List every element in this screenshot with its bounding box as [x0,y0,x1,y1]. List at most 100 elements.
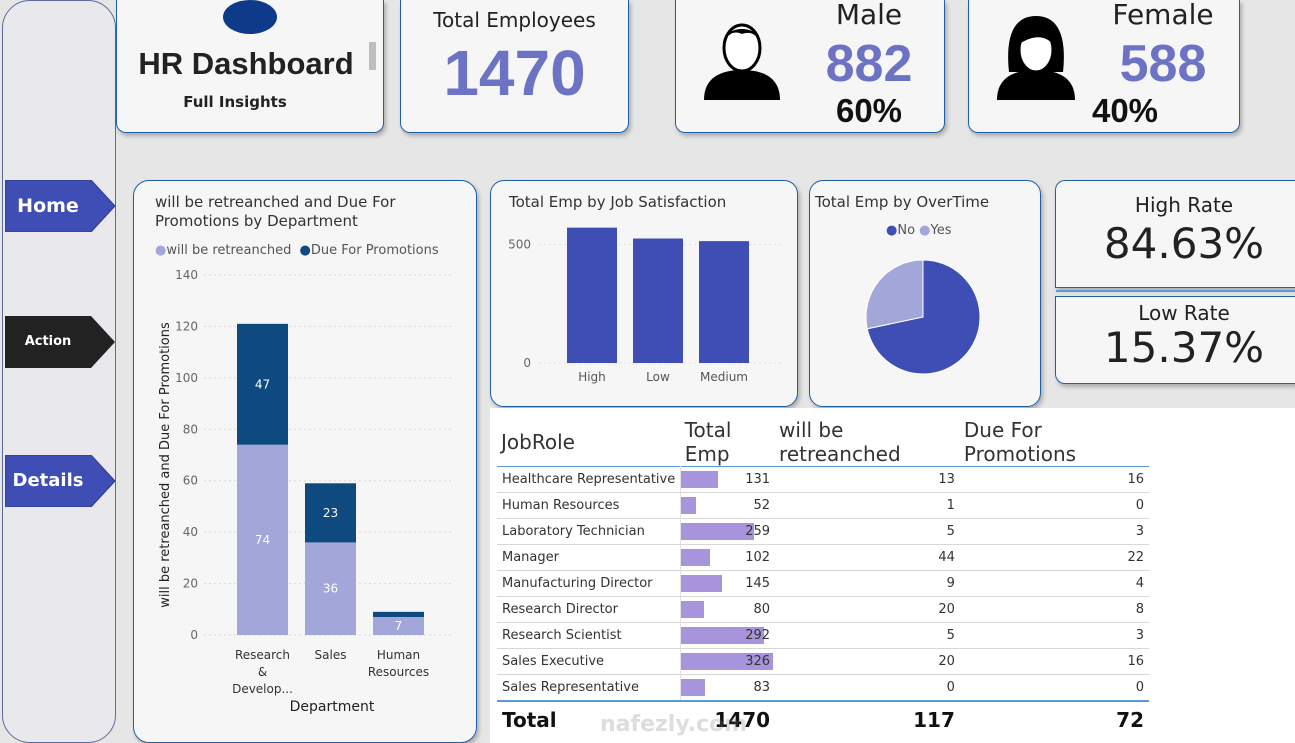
dept-bar-0-0[interactable] [237,444,288,635]
kpi-female: Female 588 40% [968,0,1240,133]
js-bar-0[interactable] [567,227,617,363]
total-emp-value: 83 [753,680,771,695]
total-emp-databar [681,653,774,670]
total-emp-cell: 52 [680,492,776,519]
kpi-male-value: 882 [825,35,913,93]
dept-ytick-4: 80 [183,422,198,436]
total-emp-databar [681,523,755,540]
table-row[interactable]: Research Director 80 20 8 [497,596,1149,623]
js-xtick-1: Low [646,370,670,384]
dept-bar-2-1[interactable] [373,611,424,617]
kpi-total-value: 1470 [443,37,586,109]
nav-action-button[interactable]: Action [5,316,115,368]
dept-bar-0-1[interactable] [237,323,288,445]
retrench-cell: 9 [775,570,960,597]
legend-dot-retrench: ● [155,243,167,258]
dept-ylabel: will be retreanched and Due For Promotio… [158,322,173,608]
kpi-female-value: 588 [1119,35,1207,93]
dept-ytick-0: 0 [190,628,198,642]
pie-slice-0[interactable] [866,259,981,375]
total-retrench-value: 117 [775,700,960,738]
dept-ytick-7: 140 [175,268,198,282]
col-header-total[interactable]: Total Emp [684,418,732,466]
total-emp-cell: 259 [680,518,776,545]
page-subtitle: Full Insights [183,93,287,111]
dept-bar-1-0[interactable] [305,542,356,635]
logo-oval [223,0,277,34]
total-emp-cell: 326 [680,648,776,675]
dept-ytick-5: 100 [175,371,198,385]
table-row[interactable]: Research Scientist 292 5 3 [497,622,1149,649]
nav-details-button[interactable]: Details [5,455,116,507]
nav-action-label: Action [24,334,72,349]
dept-ytick-2: 40 [183,525,198,539]
col-header-promo[interactable]: Due For Promotions [963,418,1077,466]
total-emp-value: 326 [745,654,771,669]
nav-details-label: Details [12,470,84,491]
department-chart-title: will be retreanched and Due For Promotio… [155,193,396,230]
kpi-male: Male 882 60% [675,0,945,133]
legend-label-retrench: will be retreanched [166,243,292,258]
retrench-cell: 20 [775,648,960,675]
kpi-low-rate: Low Rate 15.37% [1055,296,1295,384]
total-emp-databar [681,471,719,488]
js-bar-1[interactable] [633,238,683,363]
total-emp-value: 259 [745,524,771,539]
job-satisfaction-card: Total Emp by Job Satisfaction 0 500 High Lo… [490,180,798,407]
promo-cell: 16 [959,466,1149,493]
legend-dot-promo: ● [299,243,311,258]
table-row[interactable]: Laboratory Technician 259 5 3 [497,518,1149,545]
table-row[interactable]: Sales Representative 83 0 0 [497,674,1149,702]
low-rate-value: 15.37% [1103,323,1265,372]
details-arrow-shape [5,455,116,507]
table-row[interactable]: Manufacturing Director 145 9 4 [497,570,1149,597]
male-person-icon [704,23,780,100]
total-label: Total [497,700,681,738]
watermark: nafezly.com [600,712,748,737]
kpi-female-percent: 40% [1091,92,1159,129]
department-chart-legend: ●will be retreanched ●Due For Promotions [155,243,439,258]
legend-label-yes: Yes [930,223,952,238]
dept-bar-1-1[interactable] [305,483,356,543]
dept-ytick-6: 120 [175,319,198,333]
total-emp-databar [681,679,705,696]
nav-home-button[interactable]: Home [5,180,116,232]
overtime-pie-svg [865,259,981,375]
total-emp-cell: 131 [680,466,776,493]
js-ytick-0: 0 [523,356,531,370]
kpi-male-label: Male [835,0,903,31]
pie-slice-1[interactable] [865,259,924,330]
total-emp-value: 52 [753,498,771,513]
high-rate-label: High Rate [1134,193,1234,217]
table-row[interactable]: Manager 102 44 22 [497,544,1149,571]
col-header-retrench[interactable]: will be retreanched [779,418,901,466]
js-bar-2[interactable] [699,241,749,363]
table-row[interactable]: Sales Executive 326 20 16 [497,648,1149,675]
table-row[interactable]: Healthcare Representative 131 13 16 [497,466,1149,493]
total-emp-value: 131 [745,472,771,487]
kpi-total-employees: Total Employees 1470 [400,0,629,133]
js-xtick-0: High [578,370,606,384]
total-emp-databar [681,549,711,566]
overtime-title: Total Emp by OverTime [815,193,990,211]
total-emp-value: 80 [753,602,771,617]
dept-xtick-0: Research & Develop... [232,648,293,696]
header-divider [369,42,376,70]
total-promo-value: 72 [959,700,1149,738]
total-emp-cell: 80 [680,596,776,623]
table-total-row: Total 1470 117 72 [497,700,1149,738]
jobrole-table: JobRole Total Emp will be retreanched Du… [497,418,1149,738]
total-emp-value: 1470 [680,700,776,738]
total-emp-databar [681,497,696,514]
total-emp-value: 145 [745,576,771,591]
legend-label-promo: Due For Promotions [310,243,439,258]
promo-cell: 8 [959,596,1149,623]
js-xtick-2: Medium [700,370,748,384]
table-row[interactable]: Human Resources 52 1 0 [497,492,1149,519]
retrench-cell: 13 [775,466,960,493]
jobrole-cell: Healthcare Representative [497,466,682,493]
jobrole-table-body: Healthcare Representative 131 13 16 Human Re… [497,466,1149,702]
col-header-jobrole[interactable]: JobRole [501,430,575,454]
dept-bar-2-0[interactable] [373,617,424,635]
promo-cell: 0 [959,492,1149,519]
